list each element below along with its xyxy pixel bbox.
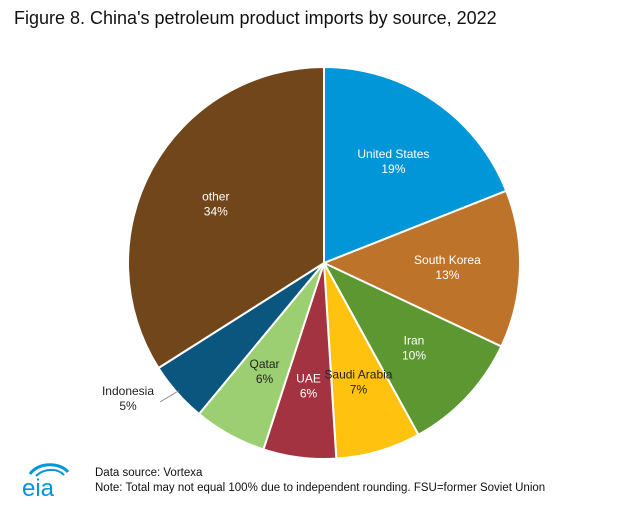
pie-slice-iran [321, 260, 503, 437]
pie-slice-other [127, 65, 325, 370]
rounding-note: Note: Total may not equal 100% due to in… [95, 482, 546, 494]
chart-title: Figure 8. China's petroleum product impo… [14, 8, 497, 28]
pie-slice-united-states [323, 65, 508, 265]
slice-label-indonesia: Indonesia 5% [102, 384, 154, 413]
pie-slices [127, 65, 521, 460]
pie-slice-south-korea [321, 189, 521, 348]
slice-label-south-korea: South Korea 13% [414, 253, 481, 282]
slice-label-qatar: Qatar 6% [250, 357, 280, 386]
slice-label-uae: UAE 6% [296, 372, 321, 401]
slice-label-iran: Iran 10% [402, 334, 426, 363]
eia-logo: eia [16, 460, 80, 502]
slice-label-saudi-arabia: Saudi Arabia 7% [324, 368, 392, 397]
logo-text: eia [22, 475, 55, 500]
data-source-note: Data source: Vortexa [95, 467, 203, 479]
indonesia-leader-line [159, 390, 180, 403]
slice-label-other: other 34% [202, 190, 229, 219]
chart-footer: Data source: Vortexa Note: Total may not… [95, 466, 545, 496]
slice-label-united-states: United States 19% [357, 147, 429, 176]
pie-labels: United States 19% South Korea 13% Iran 10% Sau… [102, 147, 481, 413]
